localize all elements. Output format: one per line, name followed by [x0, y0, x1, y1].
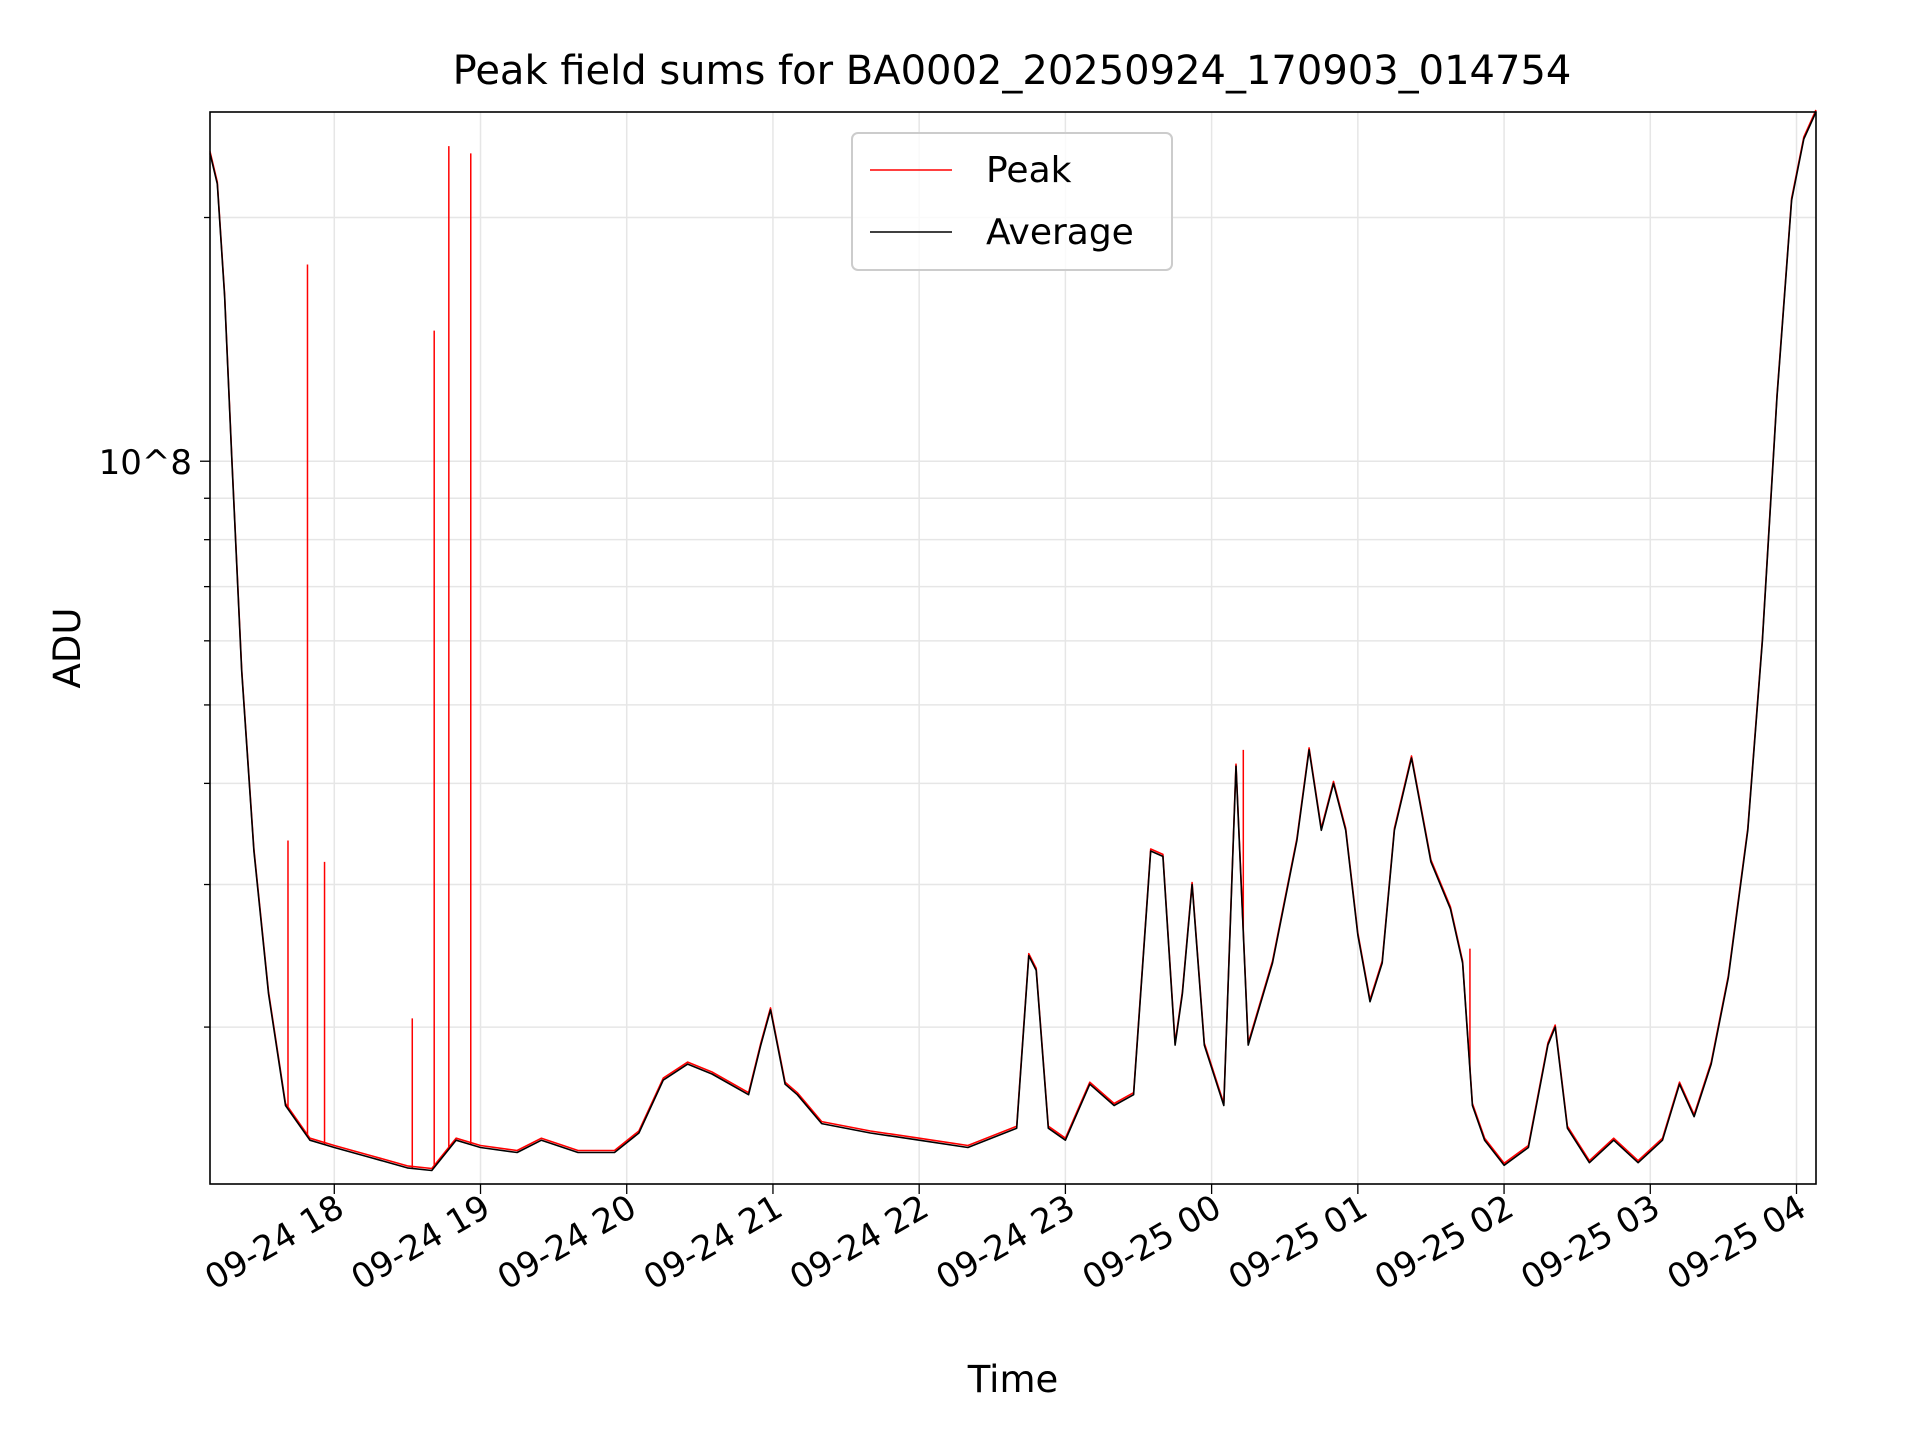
x-axis-label: Time	[967, 1358, 1059, 1401]
legend-box	[851, 132, 1173, 271]
axes-frame	[209, 111, 1817, 1185]
plot-area	[209, 109, 1817, 1172]
y-axis-label: ADU	[46, 608, 89, 689]
legend: Peak Average	[851, 132, 1173, 271]
average-series-line	[209, 111, 1817, 1172]
chart-title: Peak field sums for BA0002_20250924_1709…	[453, 48, 1572, 94]
legend-label-peak: Peak	[986, 150, 1072, 191]
legend-label-average: Average	[986, 212, 1134, 253]
y-tick-label: 10^8	[99, 443, 192, 483]
y-axis: 10^8	[99, 216, 210, 1028]
